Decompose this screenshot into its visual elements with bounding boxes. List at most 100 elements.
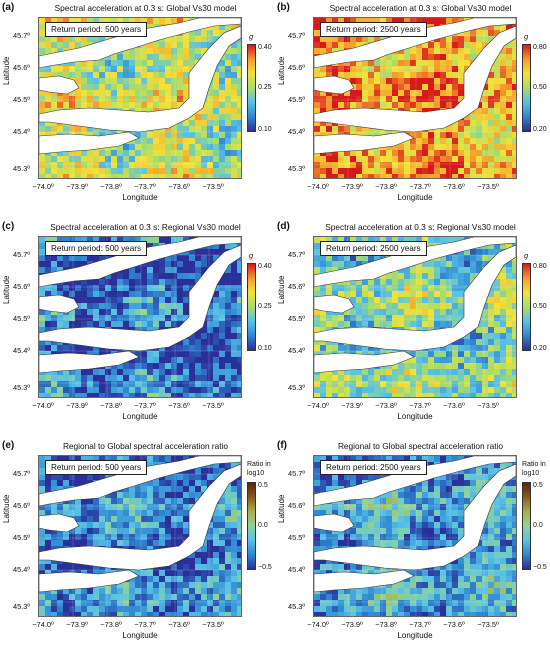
colorbar-tick-label: 0.5 (533, 482, 543, 489)
lon-tick-label: −73.8º (375, 401, 397, 410)
panel-letter: (e) (2, 440, 15, 451)
panel-title: Spectral acceleration at 0.3 s: Regional… (325, 222, 516, 232)
lon-tick-label: −73.8º (375, 182, 397, 191)
colorbar-tick-label: 0.5 (258, 482, 268, 489)
colorbar-gradient (247, 482, 256, 570)
lon-tick-label: −73.6º (168, 182, 190, 191)
water-body (39, 569, 140, 593)
colorbar-tick-label: 0.20 (533, 345, 547, 352)
lat-tick-label: 45.5º (288, 533, 306, 542)
water-body (314, 244, 516, 352)
lat-tick-label: 45.3º (13, 602, 31, 611)
panel-title: Spectral acceleration at 0.3 s: Global V… (54, 3, 237, 13)
colorbar-gradient (522, 44, 531, 132)
lat-tick-label: 45.7º (288, 469, 306, 478)
return-period-label: Return period: 2500 years (320, 460, 427, 475)
return-period-label: Return period: 2500 years (320, 241, 427, 256)
water-body (39, 513, 80, 533)
hazard-map: Return period: 500 years (38, 236, 242, 398)
water-body (39, 25, 241, 133)
water-body (39, 463, 241, 571)
panel-letter: (a) (2, 2, 15, 13)
hazard-map: Return period: 2500 years (313, 236, 517, 398)
y-axis-label: Latitude (277, 56, 286, 85)
water-body (39, 75, 80, 95)
x-axis-label: Longitude (122, 193, 158, 202)
colorbar-tick-label: 0.10 (258, 345, 272, 352)
y-axis-label: Latitude (2, 275, 11, 304)
colorbar: g 0.40 0.25 0.10 (247, 30, 275, 150)
lat-tick-label: 45.6º (13, 501, 31, 510)
lat-tick-label: 45.5º (288, 314, 306, 323)
colorbar-tick-label: 0.0 (258, 522, 268, 529)
map-panel-b: (b) Spectral acceleration at 0.3 s: Glob… (275, 0, 550, 218)
colorbar-tick-label: 0.10 (258, 126, 272, 133)
hazard-map: Return period: 2500 years (313, 17, 517, 179)
lat-tick-label: 45.5º (288, 95, 306, 104)
lat-tick-label: 45.5º (13, 95, 31, 104)
lon-tick-label: −73.5º (477, 620, 499, 629)
return-period-label: Return period: 500 years (45, 460, 148, 475)
lon-tick-label: −73.5º (202, 401, 224, 410)
colorbar: g 0.40 0.25 0.10 (247, 249, 275, 369)
colorbar-unit: g (249, 32, 254, 41)
lon-tick-label: −73.9º (66, 401, 88, 410)
lat-tick-label: 45.4º (288, 346, 306, 355)
lon-tick-label: −73.9º (341, 620, 363, 629)
panel-title: Spectral acceleration at 0.3 s: Global V… (329, 3, 512, 13)
x-axis-label: Longitude (122, 631, 158, 640)
lon-tick-label: −73.9º (66, 620, 88, 629)
lat-tick-label: 45.4º (13, 565, 31, 574)
panel-letter: (b) (277, 2, 290, 13)
colorbar-tick-label: 0.40 (258, 263, 272, 270)
lon-tick-label: −74.0º (32, 182, 54, 191)
lat-tick-label: 45.3º (13, 164, 31, 173)
colorbar-tick-label: −0.5 (258, 564, 272, 571)
lat-tick-label: 45.6º (288, 282, 306, 291)
lon-tick-label: −73.5º (477, 401, 499, 410)
colorbar-tick-label: 0.25 (258, 303, 272, 310)
lat-tick-label: 45.6º (288, 501, 306, 510)
water-body (39, 131, 140, 155)
lon-tick-label: −73.6º (443, 182, 465, 191)
lon-tick-label: −73.8º (100, 620, 122, 629)
return-period-label: Return period: 500 years (45, 22, 148, 37)
lat-tick-label: 45.7º (288, 31, 306, 40)
colorbar-tick-label: 0.80 (533, 44, 547, 51)
water-body (314, 569, 415, 593)
colorbar-tick-label: 0.25 (258, 84, 272, 91)
map-panel-e: (e) Regional to Global spectral accelera… (0, 438, 275, 656)
water-body (314, 131, 415, 155)
lat-tick-label: 45.7º (13, 469, 31, 478)
map-panel-c: (c) Spectral acceleration at 0.3 s: Regi… (0, 219, 275, 437)
map-panel-d: (d) Spectral acceleration at 0.3 s: Regi… (275, 219, 550, 437)
lat-tick-label: 45.7º (288, 250, 306, 259)
colorbar: g 0.80 0.50 0.20 (522, 249, 550, 369)
lon-tick-label: −74.0º (307, 182, 329, 191)
x-axis-label: Longitude (122, 412, 158, 421)
colorbar-tick-label: 0.40 (258, 44, 272, 51)
lon-tick-label: −73.6º (443, 620, 465, 629)
x-axis-label: Longitude (397, 193, 433, 202)
y-axis-label: Latitude (277, 275, 286, 304)
colorbar-unit: Ratio in log10 (247, 461, 271, 477)
lon-tick-label: −74.0º (32, 401, 54, 410)
water-body (39, 294, 80, 314)
lon-tick-label: −73.5º (202, 620, 224, 629)
x-axis-label: Longitude (397, 631, 433, 640)
lat-tick-label: 45.6º (288, 63, 306, 72)
water-body (314, 25, 516, 133)
lon-tick-label: −73.5º (202, 182, 224, 191)
colorbar: g 0.80 0.50 0.20 (522, 30, 550, 150)
lat-tick-label: 45.5º (13, 533, 31, 542)
lon-tick-label: −73.8º (100, 401, 122, 410)
lat-tick-label: 45.6º (13, 63, 31, 72)
lon-tick-label: −73.9º (341, 182, 363, 191)
lon-tick-label: −73.9º (66, 182, 88, 191)
colorbar-tick-label: −0.5 (533, 564, 547, 571)
colorbar-unit: g (249, 251, 254, 260)
colorbar: Ratio in log10 0.5 0.0 −0.5 (247, 461, 275, 588)
lat-tick-label: 45.6º (13, 282, 31, 291)
lon-tick-label: −73.6º (168, 620, 190, 629)
water-body (314, 350, 415, 374)
